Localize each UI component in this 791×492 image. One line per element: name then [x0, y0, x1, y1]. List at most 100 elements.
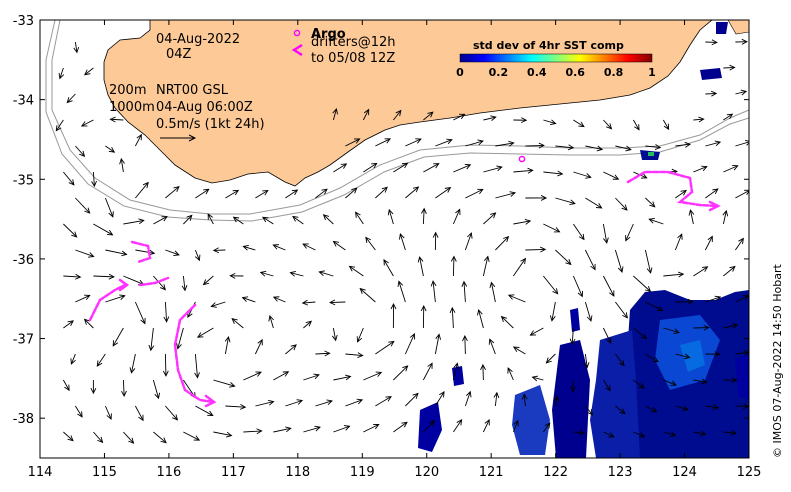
- current-arrow: [348, 265, 364, 277]
- scale-label: 0.5m/s (1kt 24h): [156, 117, 265, 132]
- current-arrow: [434, 333, 442, 355]
- current-arrow: [452, 208, 461, 225]
- current-arrow: [430, 280, 437, 303]
- x-tick-label: 115: [92, 465, 117, 480]
- current-arrow: [315, 188, 328, 199]
- current-arrow: [62, 379, 70, 392]
- drifter-track-east: [626, 170, 720, 208]
- current-arrow: [465, 139, 484, 147]
- current-arrow: [153, 216, 168, 225]
- current-arrow: [213, 431, 233, 438]
- current-arrow: [345, 187, 358, 199]
- x-tick-label: 123: [608, 465, 633, 480]
- current-arrow: [461, 280, 468, 303]
- x-tick-label: 114: [28, 465, 53, 480]
- current-arrow: [254, 338, 263, 355]
- current-arrow: [603, 171, 620, 180]
- current-arrow: [255, 399, 275, 407]
- current-arrow: [315, 399, 333, 407]
- current-arrow: [194, 249, 201, 262]
- y-tick-label: -37: [13, 333, 34, 348]
- argo-legend-icon: [293, 29, 301, 37]
- x-tick-label: 124: [672, 465, 697, 480]
- current-arrow: [723, 64, 736, 71]
- current-arrow: [602, 327, 612, 344]
- current-arrow: [723, 377, 738, 384]
- current-arrow: [525, 195, 548, 201]
- current-arrow: [255, 189, 269, 199]
- current-arrow: [331, 327, 338, 342]
- current-arrow: [462, 335, 468, 355]
- current-arrow: [75, 405, 83, 418]
- current-arrow: [55, 119, 64, 132]
- current-arrow: [553, 395, 560, 407]
- current-arrow: [432, 231, 439, 251]
- current-arrow: [423, 163, 440, 173]
- current-arrow: [112, 327, 124, 347]
- current-arrow: [242, 245, 256, 251]
- current-arrow: [675, 141, 692, 148]
- current-arrow: [644, 249, 653, 274]
- current-arrow: [489, 281, 496, 303]
- current-arrow: [633, 431, 646, 438]
- y-tick-label: -33: [13, 14, 34, 29]
- current-arrow: [63, 431, 74, 442]
- y-axis: -33 -34 -35 -36 -37 -38: [13, 14, 749, 427]
- current-arrow: [70, 353, 76, 365]
- current-arrow: [513, 257, 526, 277]
- sst-stddev-field: [418, 22, 749, 458]
- current-arrow: [355, 211, 364, 225]
- current-arrow: [705, 404, 720, 411]
- current-arrow: [241, 296, 256, 303]
- current-arrow: [495, 140, 515, 147]
- drifter-track-eddy-west: [173, 303, 216, 404]
- scale-arrow: [160, 134, 197, 142]
- current-arrow: [63, 320, 74, 329]
- current-arrow: [573, 119, 585, 128]
- argo-float-marker: [518, 155, 526, 163]
- current-arrow: [693, 116, 705, 123]
- current-arrow: [202, 275, 214, 286]
- current-arrow: [435, 390, 445, 407]
- current-arrow: [543, 119, 557, 126]
- colorbar-tick-label: 0: [456, 66, 464, 79]
- depth-1000m-label: 1000m: [109, 100, 155, 115]
- current-arrow: [495, 235, 510, 251]
- current-arrow: [705, 188, 719, 199]
- current-arrow: [134, 133, 142, 147]
- y-tick-label: -35: [13, 173, 34, 188]
- current-arrow: [663, 431, 677, 437]
- current-arrow: [735, 295, 749, 303]
- current-arrow: [483, 165, 503, 173]
- current-arrow: [129, 353, 136, 374]
- credit-label: © IMOS 07-Aug-2022 14:50 Hobart: [771, 264, 784, 458]
- current-arrow: [488, 338, 496, 355]
- current-arrow: [165, 249, 180, 256]
- current-arrow: [453, 419, 463, 433]
- current-arrow: [393, 162, 409, 173]
- current-arrow: [243, 371, 262, 381]
- current-arrow: [285, 189, 299, 199]
- current-arrow: [121, 379, 127, 398]
- colorbar-tick-label: 0.2: [489, 66, 509, 79]
- current-arrow: [176, 327, 184, 350]
- current-arrow: [615, 145, 632, 152]
- current-arrow: [723, 165, 739, 173]
- x-tick-label: 118: [285, 465, 310, 480]
- current-arrow: [705, 39, 718, 46]
- current-arrow: [273, 426, 292, 433]
- current-arrow: [134, 405, 144, 422]
- current-arrow: [423, 111, 434, 121]
- current-arrow: [232, 216, 244, 225]
- colorbar: [459, 53, 653, 63]
- current-arrow: [292, 215, 304, 225]
- current-arrow: [543, 275, 559, 295]
- current-arrow: [345, 138, 361, 147]
- current-arrow: [405, 392, 419, 407]
- y-tick-label: -36: [13, 253, 34, 268]
- current-arrow: [422, 362, 433, 381]
- current-arrow: [584, 249, 596, 271]
- current-arrow: [633, 275, 652, 293]
- current-arrow: [63, 223, 78, 238]
- current-arrow: [243, 428, 263, 435]
